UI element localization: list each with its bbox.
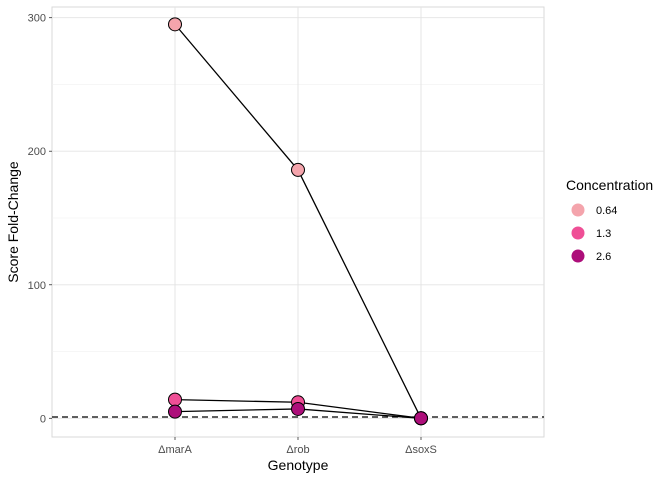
y-axis-ticks: 0 100 200 300	[28, 13, 52, 425]
x-tick-label: ΔsoxS	[405, 444, 437, 456]
x-axis-title: Genotype	[268, 457, 329, 473]
legend-key-1.3	[571, 226, 585, 240]
data-point-0.64	[291, 162, 305, 177]
legend: Concentration 0.64 1.3 2.6	[566, 177, 653, 263]
data-point-2.6	[414, 411, 428, 426]
x-tick-label: Δrob	[286, 444, 309, 456]
data-point-2.6	[291, 401, 305, 416]
y-axis-title: Score Fold-Change	[5, 161, 21, 283]
y-tick-label: 100	[28, 280, 46, 292]
legend-label-0.64: 0.64	[596, 205, 617, 217]
y-tick-label: 0	[40, 413, 46, 425]
y-tick-label: 300	[28, 13, 46, 25]
x-axis-ticks: ΔmarA Δrob ΔsoxS	[158, 437, 437, 456]
series-points	[168, 17, 428, 426]
x-tick-label: ΔmarA	[158, 444, 192, 456]
legend-label-1.3: 1.3	[596, 228, 611, 240]
data-point-2.6	[168, 404, 182, 419]
y-tick-label: 200	[28, 146, 46, 158]
legend-title: Concentration	[566, 177, 653, 193]
data-point-0.64	[168, 17, 182, 32]
grid-lines	[52, 7, 544, 437]
legend-key-2.6	[571, 249, 585, 263]
data-point-1.3	[168, 392, 182, 407]
legend-label-2.6: 2.6	[596, 251, 611, 263]
legend-key-0.64	[571, 203, 585, 217]
